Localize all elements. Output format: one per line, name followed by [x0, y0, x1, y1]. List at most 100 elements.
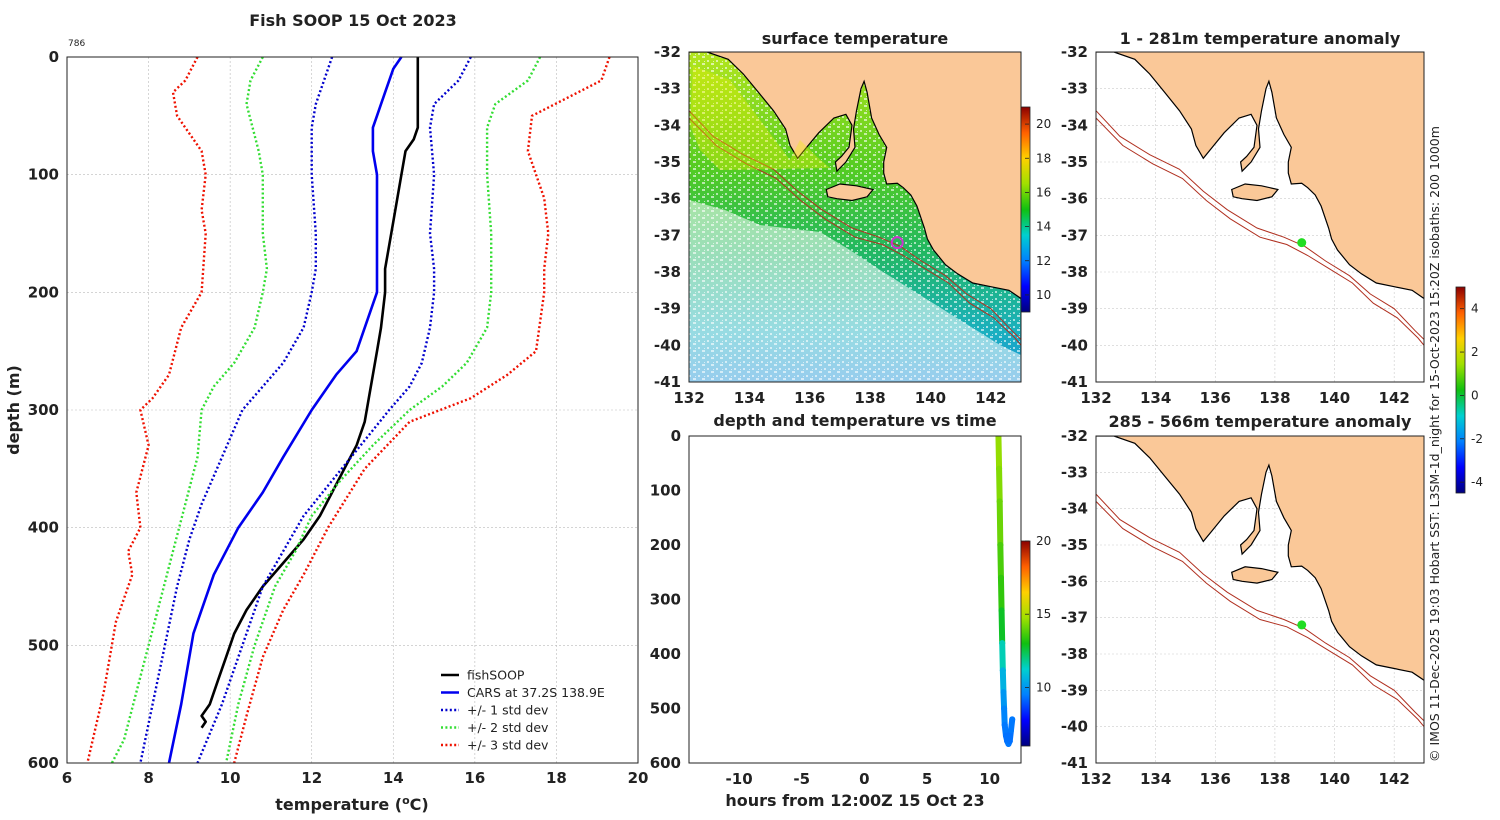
- depth-time-point: [996, 465, 1003, 472]
- colorbar-tick-label: 10: [1036, 680, 1051, 694]
- depth-time-xtick-label: 5: [922, 770, 932, 788]
- depth-time-segment: [998, 607, 1006, 647]
- map-xtick-label: 134: [1140, 770, 1171, 788]
- map-ytick-label: -41: [654, 373, 681, 391]
- kangaroo-island: [825, 183, 875, 202]
- legend-label: CARS at 37.2S 138.9E: [467, 685, 605, 700]
- sst-warm-patch: [690, 66, 830, 170]
- depth-time-segment: [995, 436, 1003, 472]
- isobath-200m: [1096, 493, 1424, 722]
- kangaroo-island: [1231, 566, 1279, 584]
- land-mass: [1096, 52, 1424, 300]
- depth-time-ytick-label: 400: [650, 645, 681, 663]
- depth-time-point: [1009, 716, 1016, 723]
- map-xtick-label: 132: [1080, 770, 1111, 788]
- map-xtick-label: 142: [975, 389, 1006, 407]
- profile-ytick-label: 100: [28, 166, 59, 184]
- map-ytick-label: -37: [654, 226, 681, 244]
- legend-label: fishSOOP: [467, 668, 525, 683]
- map-ytick-label: -38: [1061, 645, 1088, 663]
- anomaly-upper-title: 1 - 281m temperature anomaly: [1120, 29, 1401, 48]
- depth-time-title: depth and temperature vs time: [713, 411, 996, 430]
- profile-axes-frame: [66, 56, 639, 764]
- map-xtick-label: 138: [854, 389, 885, 407]
- depth-time-chart: depth and temperature vs time -10 -5 0 5 100…: [650, 411, 1052, 810]
- map-xtick-label: 136: [1200, 770, 1231, 788]
- profile-series: [86, 56, 611, 764]
- map-ytick-label: -36: [654, 190, 681, 208]
- map-ytick-label: -40: [654, 336, 681, 354]
- map-ytick-label: -34: [1061, 116, 1088, 134]
- depth-time-point: [995, 436, 1002, 439]
- map-xtick-label: 140: [915, 389, 946, 407]
- depth-time-point: [999, 640, 1006, 647]
- isobath-200m: [689, 110, 1021, 341]
- depth-time-point: [1000, 689, 1007, 696]
- map-xtick-label: 138: [1259, 770, 1290, 788]
- profile-gridlines: [66, 56, 639, 764]
- map-xtick-label: 140: [1319, 770, 1350, 788]
- profile-ytick-label: 0: [49, 48, 59, 66]
- profile-line-cars-at-37-2s-138-9e: [167, 56, 403, 764]
- anomaly-lower-chart: 285 - 566m temperature anomaly 132 134 136…: [1061, 412, 1425, 788]
- credit-text: © IMOS 11-Dec-2025 19:03 Hobart SST: L3S…: [1427, 126, 1442, 762]
- colorbar-tick-label: 20: [1036, 117, 1051, 131]
- map-ytick-label: -38: [1061, 263, 1088, 281]
- depth-time-point: [999, 667, 1006, 674]
- colorbar-tick-label: -4: [1471, 475, 1483, 489]
- depth-time-xlabel: hours from 12:00Z 15 Oct 23: [725, 791, 984, 810]
- profile-line--3-std-dev-upper: [233, 56, 611, 764]
- map-xtick-label: 140: [1319, 389, 1350, 407]
- depth-time-ytick-label: 200: [650, 536, 681, 554]
- profile-ytick-label: 600: [28, 754, 59, 772]
- map-xtick-label: 134: [734, 389, 765, 407]
- map-xtick-label: 132: [1080, 389, 1111, 407]
- depth-time-point: [1001, 721, 1008, 728]
- depth-time-segment: [996, 465, 1003, 505]
- map-ytick-label: -33: [1061, 463, 1088, 481]
- anomaly-colorbar-ticks: 4 2 0 -2 -4: [1460, 302, 1483, 489]
- depth-time-point: [997, 542, 1004, 548]
- map-ytick-label: -37: [1061, 226, 1088, 244]
- colorbar-tick-label: 2: [1471, 345, 1479, 359]
- profile-line--2-std-dev: [110, 56, 269, 764]
- kangaroo-island: [1231, 183, 1279, 202]
- colorbar-tick-label: 15: [1036, 607, 1051, 621]
- depth-time-colorbar-ticks: 10 15 20: [1025, 534, 1051, 694]
- map-xtick-label: 132: [673, 389, 704, 407]
- sst-map-title: surface temperature: [762, 29, 949, 48]
- sst-map-chart: surface temperature 132 134 136 138 140 142 -3…: [654, 29, 1051, 407]
- depth-time-ytick-label: 300: [650, 591, 681, 609]
- colorbar-tick-label: 20: [1036, 534, 1051, 548]
- depth-time-point: [1001, 705, 1008, 712]
- map-ytick-label: -40: [1061, 336, 1088, 354]
- map-ytick-label: -32: [1061, 43, 1088, 61]
- profile-legend: fishSOOP CARS at 37.2S 138.9E +/- 1 std de…: [441, 668, 605, 753]
- depth-time-segment: [997, 542, 1004, 581]
- depth-time-colorbar: [1020, 540, 1031, 747]
- sst-missing-data: [689, 200, 1021, 382]
- map-ytick-label: -35: [1061, 153, 1088, 171]
- figure-title: Fish SOOP 15 Oct 2023: [249, 11, 457, 30]
- map-ytick-label: -34: [1061, 500, 1088, 518]
- map-xtick-label: 138: [1259, 389, 1290, 407]
- profile-xtick-label: 20: [628, 769, 649, 787]
- colorbar-tick-label: 12: [1036, 254, 1051, 268]
- depth-time-ytick-label: 0: [671, 427, 681, 445]
- profile-ytick-label: 400: [28, 519, 59, 537]
- anomaly-colorbar: [1455, 286, 1466, 494]
- anomaly-upper-ticks: 132 134 136 138 140 142 -32 -33 -34 -35 -36 -37 -38 -…: [1061, 43, 1410, 407]
- profile-xtick-label: 18: [546, 769, 567, 787]
- cast-number-label: 786: [68, 39, 85, 49]
- depth-time-segment: [996, 498, 1004, 548]
- anomaly-lower-frame: [1095, 435, 1425, 764]
- land-mass: [689, 52, 1021, 300]
- map-ytick-label: -33: [654, 80, 681, 98]
- map-ytick-label: -35: [654, 153, 681, 171]
- sst-colorbar: [1020, 106, 1031, 313]
- profile-ytick-label: 200: [28, 283, 59, 301]
- depth-time-segment: [999, 667, 1007, 696]
